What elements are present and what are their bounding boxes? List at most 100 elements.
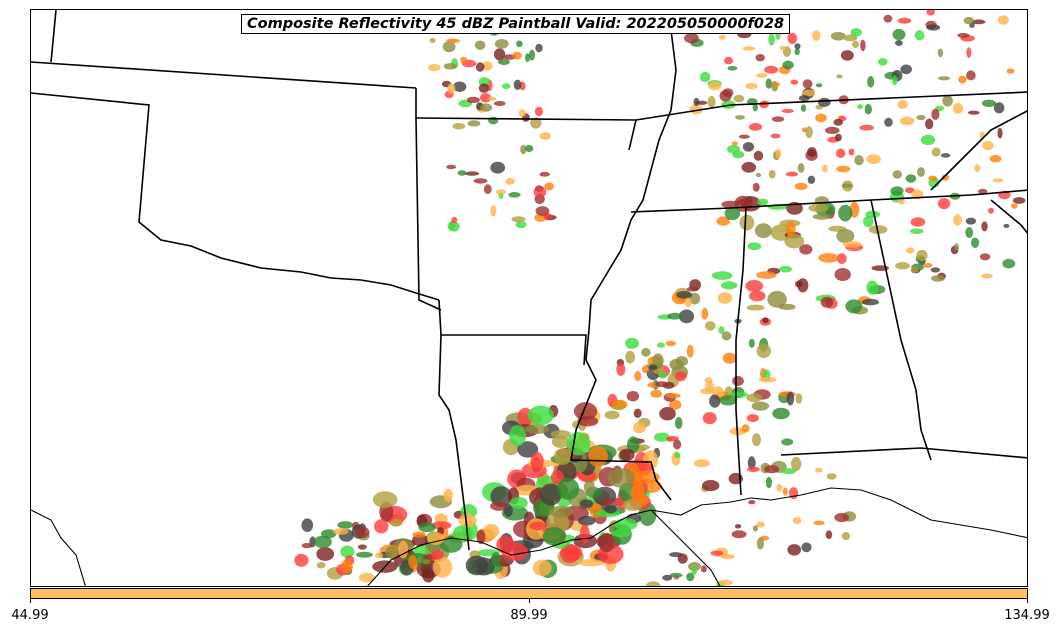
map-panel [30,9,1028,587]
reflectivity-paintball-layer [294,10,1026,586]
reflectivity-blob [512,51,522,60]
reflectivity-blob [598,532,615,553]
reflectivity-blob [815,467,823,473]
reflectivity-blob [508,192,521,198]
reflectivity-blob [754,223,772,239]
reflectivity-blob [786,391,795,406]
reflectivity-blob [490,205,497,217]
reflectivity-blob [509,425,527,447]
reflectivity-blob [678,309,695,324]
reflectivity-blob [826,473,837,480]
reflectivity-blob [807,175,816,184]
reflectivity-blob [923,263,933,268]
reflectivity-blob [812,30,821,41]
reflectivity-blob [719,90,732,102]
reflectivity-blob [892,170,902,179]
reflectivity-blob [518,109,526,117]
reflectivity-blob [802,89,816,97]
reflectivity-blob [447,38,460,43]
reflectivity-blob [475,62,485,72]
reflectivity-blob [684,33,699,44]
reflectivity-blob [785,171,799,177]
reflectivity-blob [920,134,936,146]
reflectivity-blob [757,198,769,206]
reflectivity-blob [891,75,898,86]
reflectivity-blob [859,124,874,131]
reflectivity-blob [784,234,805,249]
reflectivity-blob [422,568,435,583]
reflectivity-blob [905,247,915,254]
reflectivity-blob [997,127,1003,139]
reflectivity-blob [356,551,373,558]
reflectivity-blob [674,371,687,382]
reflectivity-blob [429,38,436,43]
reflectivity-blob [701,307,709,320]
reflectivity-blob [442,41,456,53]
reflectivity-blob [916,114,926,121]
reflectivity-blob [857,104,863,110]
reflectivity-blob [1003,223,1010,228]
reflectivity-blob [863,216,874,228]
reflectivity-blob [443,488,453,503]
reflectivity-blob [616,362,626,376]
reflectivity-blob [838,204,853,222]
reflectivity-blob [495,189,507,195]
reflectivity-blob [464,171,480,176]
border-al-ga [870,199,932,461]
state-borders [31,10,1027,551]
reflectivity-blob [989,155,1002,163]
reflectivity-blob [981,273,993,279]
reflectivity-blob [515,221,527,229]
reflectivity-blob [937,198,951,210]
reflectivity-blob [614,518,638,531]
reflectivity-blob [451,216,458,224]
reflectivity-blob [700,565,707,573]
reflectivity-blob [719,395,737,406]
coastline [31,487,1027,586]
reflectivity-blob [834,133,842,142]
reflectivity-blob [830,31,846,41]
reflectivity-blob [752,182,760,192]
reflectivity-blob [910,266,919,273]
reflectivity-blob [751,401,770,411]
reflectivity-blob [785,221,796,237]
reflectivity-blob [482,61,493,71]
reflectivity-blob [673,439,682,450]
reflectivity-blob [1002,258,1016,269]
reflectivity-blob [1010,203,1018,209]
reflectivity-blob [705,321,716,331]
reflectivity-blob [625,337,639,349]
reflectivity-blob [867,76,875,88]
reflectivity-blob [478,83,489,93]
reflectivity-blob [540,483,562,506]
reflectivity-blob [756,271,777,279]
reflectivity-blob [836,253,847,264]
reflectivity-blob [732,375,744,387]
reflectivity-blob [926,24,941,31]
reflectivity-blob [883,14,893,23]
reflectivity-blob [764,65,779,74]
reflectivity-blob [557,477,580,500]
reflectivity-blob [505,178,515,185]
reflectivity-blob [807,147,817,157]
reflectivity-blob [966,70,976,81]
reflectivity-blob [525,53,530,62]
reflectivity-blob [431,521,452,530]
reflectivity-blob [792,517,802,524]
reflectivity-blob [852,40,859,48]
reflectivity-blob [529,521,547,531]
reflectivity-blob [562,544,583,561]
reflectivity-blob [854,155,864,166]
reflectivity-blob [895,262,910,270]
reflectivity-blob [578,559,605,567]
reflectivity-blob [428,64,441,72]
reflectivity-blob [665,340,676,347]
reflectivity-blob [633,421,646,434]
border-ms-al [735,207,747,496]
reflectivity-blob [836,148,846,158]
colorbar-tick-label-max: 134.99 [1004,608,1050,623]
reflectivity-blob [861,298,880,306]
reflectivity-blob [316,547,335,561]
reflectivity-blob [539,171,550,177]
reflectivity-blob [781,109,794,113]
